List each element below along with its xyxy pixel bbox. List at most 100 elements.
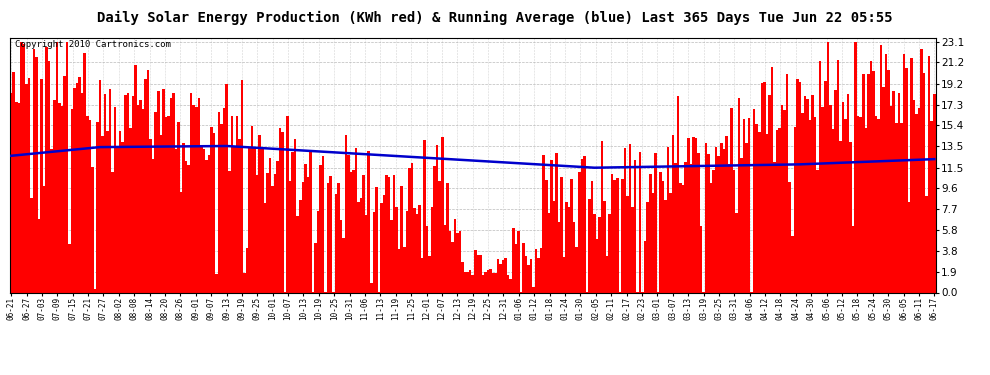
Bar (68, 244, 70, 292)
Bar (928, 56, 931, 292)
Bar (349, 172, 352, 292)
Bar (578, 172, 580, 292)
Bar (177, 122, 180, 292)
Bar (314, 243, 317, 292)
Bar (317, 211, 320, 292)
Bar (370, 283, 372, 292)
Bar (76, 83, 78, 292)
Text: Copyright 2010 Cartronics.com: Copyright 2010 Cartronics.com (15, 40, 170, 49)
Bar (81, 93, 83, 292)
Bar (606, 256, 609, 292)
Bar (109, 89, 111, 292)
Bar (677, 96, 679, 292)
Bar (557, 222, 560, 292)
Bar (895, 123, 898, 292)
Bar (25, 84, 28, 292)
Bar (517, 231, 520, 292)
Bar (91, 167, 94, 292)
Bar (431, 207, 434, 292)
Bar (302, 182, 304, 292)
Bar (48, 62, 50, 292)
Bar (127, 93, 129, 292)
Bar (403, 247, 406, 292)
Bar (406, 211, 408, 292)
Bar (307, 177, 309, 292)
Bar (421, 258, 424, 292)
Bar (476, 255, 479, 292)
Bar (629, 144, 632, 292)
Bar (239, 139, 241, 292)
Bar (172, 93, 175, 292)
Bar (877, 118, 880, 292)
Bar (505, 258, 507, 292)
Bar (892, 90, 895, 292)
Bar (215, 274, 218, 292)
Bar (742, 119, 745, 292)
Bar (649, 174, 651, 292)
Bar (50, 149, 53, 292)
Bar (908, 202, 910, 292)
Bar (692, 137, 695, 292)
Bar (104, 94, 106, 292)
Bar (624, 148, 626, 292)
Bar (388, 177, 390, 292)
Bar (213, 133, 215, 292)
Bar (446, 183, 448, 292)
Bar (281, 132, 284, 292)
Bar (474, 251, 476, 292)
Bar (375, 188, 377, 292)
Bar (289, 181, 291, 292)
Bar (154, 112, 157, 292)
Bar (149, 139, 151, 292)
Bar (776, 130, 778, 292)
Bar (700, 225, 702, 292)
Bar (560, 177, 562, 292)
Bar (135, 65, 137, 292)
Bar (918, 108, 921, 292)
Bar (786, 74, 788, 292)
Bar (713, 170, 715, 292)
Bar (241, 80, 244, 292)
Bar (208, 154, 210, 292)
Bar (83, 53, 86, 292)
Bar (320, 165, 322, 292)
Bar (626, 196, 629, 292)
Bar (731, 108, 733, 292)
Bar (481, 275, 484, 292)
Bar (436, 146, 439, 292)
Bar (710, 183, 713, 292)
Bar (869, 61, 872, 292)
Bar (575, 247, 578, 292)
Bar (791, 236, 794, 292)
Bar (857, 116, 859, 292)
Bar (679, 183, 682, 292)
Bar (840, 141, 842, 292)
Bar (58, 103, 60, 292)
Bar (380, 202, 383, 292)
Bar (827, 42, 829, 292)
Bar (464, 272, 466, 292)
Bar (695, 138, 697, 292)
Bar (720, 143, 723, 292)
Bar (223, 108, 226, 292)
Bar (770, 67, 773, 292)
Bar (515, 244, 517, 292)
Bar (903, 54, 905, 292)
Bar (246, 248, 248, 292)
Bar (715, 147, 718, 292)
Bar (552, 201, 555, 292)
Bar (819, 61, 822, 292)
Bar (151, 159, 154, 292)
Bar (263, 202, 266, 292)
Bar (175, 149, 177, 292)
Bar (413, 209, 416, 292)
Bar (921, 50, 923, 292)
Bar (864, 128, 867, 292)
Bar (99, 80, 101, 292)
Bar (167, 116, 169, 292)
Bar (781, 105, 783, 292)
Bar (654, 153, 656, 292)
Bar (497, 259, 499, 292)
Bar (276, 161, 279, 292)
Bar (233, 147, 236, 292)
